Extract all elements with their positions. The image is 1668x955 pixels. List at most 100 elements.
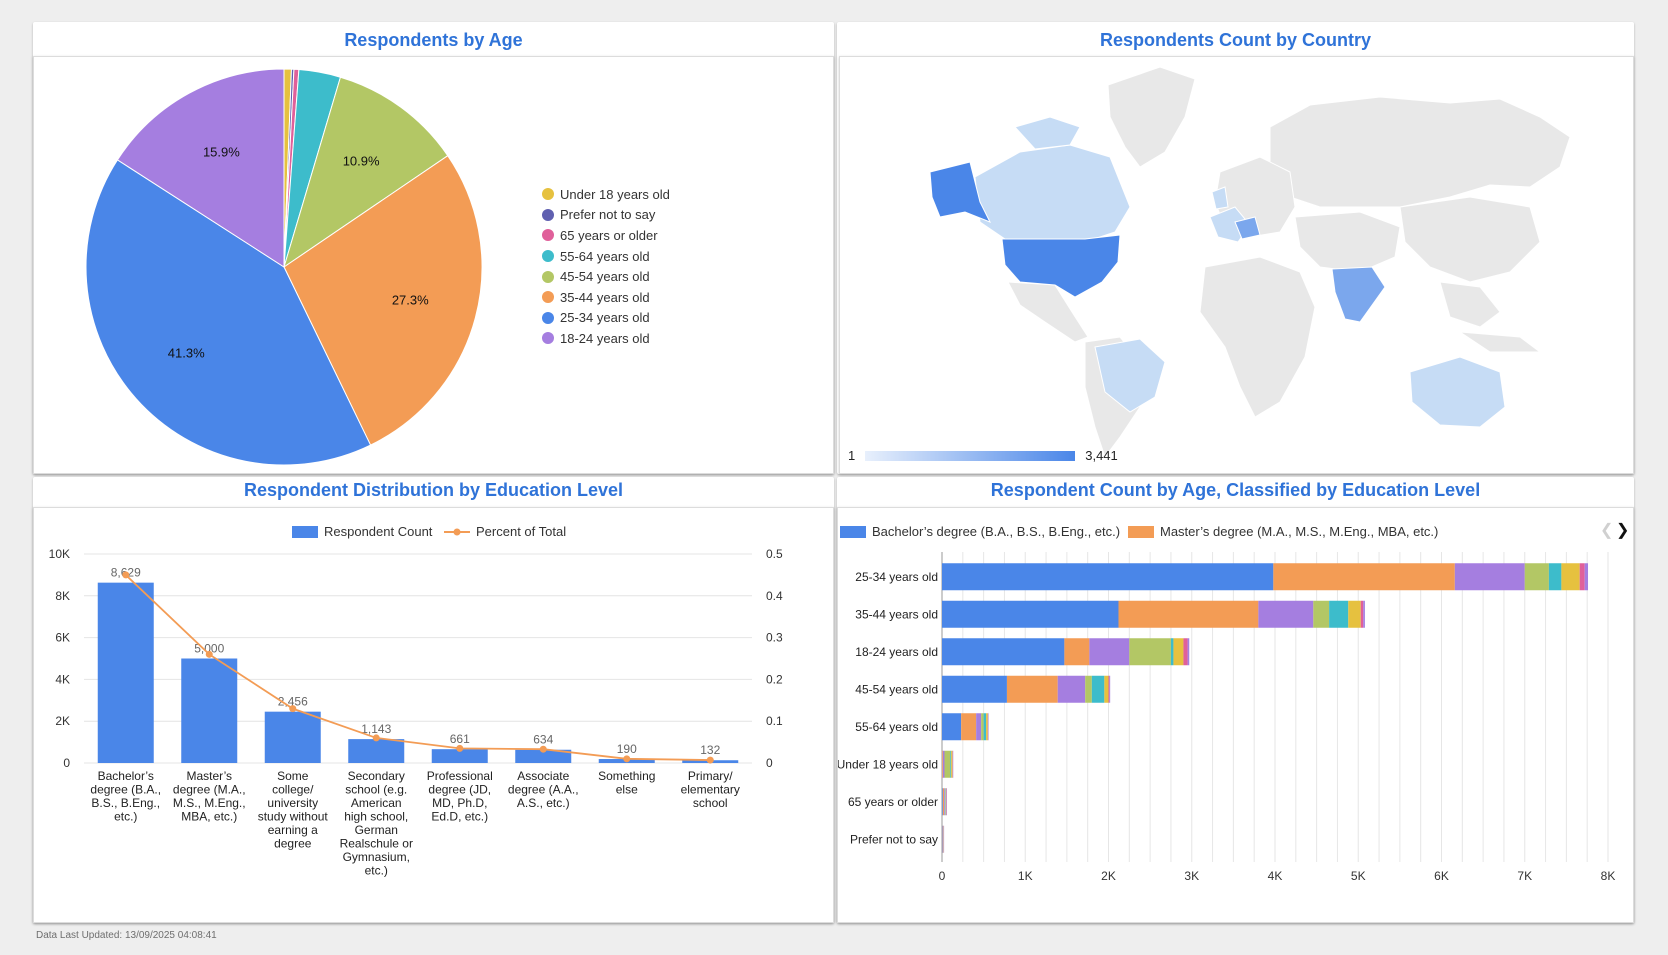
y-category-label: Under 18 years old <box>838 757 938 771</box>
x-category-line: college/ <box>272 783 314 797</box>
legend-dot-icon <box>542 250 554 263</box>
x-category-line: A.S., etc.) <box>517 796 570 810</box>
legend-line-marker <box>453 528 461 536</box>
x-category-line: Secondary <box>348 769 405 783</box>
education-combo-chart: Respondent Count Percent of Total 0 2K 4K 6K 8… <box>49 524 783 878</box>
age-edu-chart-card: Bachelor’s degree (B.A., B.S., B.Eng., e… <box>837 507 1634 923</box>
map-color-scale: 1 3,441 <box>848 448 1118 463</box>
percent-point <box>623 755 631 763</box>
legend-label: 45-54 years old <box>560 269 650 285</box>
x-category-line: degree (JD, <box>428 783 491 797</box>
x-category-line: MBA, etc.) <box>181 810 237 824</box>
y2-tick-label: 0.4 <box>766 589 783 603</box>
x-category-label: Professional degree (JD, MD, Ph.D, Ed.D, et… <box>427 769 493 824</box>
stack-legend-swatch <box>840 526 866 538</box>
bar-data-label: 1,143 <box>361 722 391 736</box>
stack-segment <box>1360 600 1364 628</box>
map-alaska <box>929 161 992 223</box>
stack-segment <box>1089 638 1130 666</box>
stack-segment <box>944 788 945 816</box>
map-india <box>1331 266 1386 323</box>
x-category-label: Some college/university study without earni… <box>258 769 329 851</box>
x-category-line: Realschule or <box>340 837 413 851</box>
x-category-line: MD, Ph.D, <box>432 796 487 810</box>
education-panel: Respondent Distribution by Education Lev… <box>33 477 834 923</box>
map-china <box>1399 196 1541 283</box>
map-africa <box>1199 256 1316 418</box>
y-category-label: 55-64 years old <box>855 720 938 734</box>
world-map <box>929 66 1571 459</box>
stack-segment <box>1561 563 1580 591</box>
stack-segment <box>942 600 1119 628</box>
percent-point <box>289 705 297 713</box>
legend-label: 35-44 years old <box>560 289 650 305</box>
legend-prev-arrow-icon[interactable]: ❮ <box>1600 522 1614 539</box>
pie-legend-item: Under 18 years old <box>542 184 670 205</box>
map-se-asia <box>1439 281 1501 328</box>
stack-segment <box>1091 675 1105 703</box>
x-category-line: university <box>267 796 318 810</box>
pie-legend-item: 18-24 years old <box>542 328 670 349</box>
stack-segment <box>1348 600 1361 628</box>
stack-segment <box>1363 600 1365 628</box>
legend-bar-swatch <box>292 526 318 538</box>
stack-segment <box>986 713 988 741</box>
legend-dot-icon <box>542 270 554 283</box>
map-germany <box>1234 216 1261 240</box>
education-bar <box>181 658 238 763</box>
stack-segment <box>950 750 952 778</box>
x-category-label: Secondary school (e.g. American high school… <box>340 769 413 878</box>
stack-segment <box>1108 675 1110 703</box>
legend-line-label: Percent of Total <box>476 524 566 539</box>
pie-legend-item: 35-44 years old <box>542 287 670 308</box>
stack-segment <box>942 563 1274 591</box>
pie-slice-25-34-years-old <box>85 159 372 466</box>
stack-segment <box>942 750 945 778</box>
x-tick-label: 7K <box>1517 869 1532 883</box>
legend-next-arrow-icon[interactable]: ❯ <box>1616 522 1630 539</box>
x-tick-label: 0 <box>939 869 946 883</box>
y2-tick-label: 0.5 <box>766 547 783 561</box>
percent-point <box>706 756 714 764</box>
stack-segment <box>1187 638 1190 666</box>
stack-segment <box>942 788 945 816</box>
stack-legend-label: Master’s degree (M.A., M.S., M.Eng., MBA… <box>1160 524 1438 539</box>
stack-segment <box>1170 638 1174 666</box>
map-canada <box>974 144 1131 243</box>
x-tick-label: 6K <box>1434 869 1449 883</box>
age-pie-card: 10.9% 27.3% 41.3% 15.9% Under 18 years old P… <box>33 56 834 474</box>
x-tick-label: 2K <box>1101 869 1116 883</box>
stack-segment <box>1313 600 1330 628</box>
age-pie-chart: 10.9% 27.3% 41.3% 15.9% <box>85 68 483 466</box>
legend-label: 65 years or older <box>560 227 658 243</box>
y2-tick-label: 0.3 <box>766 631 783 645</box>
stack-segment <box>1524 563 1549 591</box>
pie-slice-35-44-years-old <box>283 155 483 446</box>
age-edu-stacked-chart: Bachelor’s degree (B.A., B.S., B.Eng., e… <box>838 524 1615 883</box>
x-category-line: Something <box>598 769 655 783</box>
x-tick-label: 5K <box>1351 869 1366 883</box>
stack-segment <box>1109 675 1111 703</box>
y-category-label: 25-34 years old <box>855 570 938 584</box>
education-bar <box>348 739 405 763</box>
percent-point <box>456 744 464 752</box>
x-category-line: school (e.g. <box>345 783 407 797</box>
percent-point <box>122 571 130 579</box>
y2-tick-label: 0.1 <box>766 714 783 728</box>
y2-tick-label: 0 <box>766 756 773 770</box>
x-category-line: school <box>693 796 728 810</box>
pie-slice-18-24-years-old <box>116 68 285 268</box>
education-chart-card: Respondent Count Percent of Total 0 2K 4K 6K 8… <box>33 507 834 923</box>
stack-segment <box>951 750 953 778</box>
map-usa <box>1001 234 1121 298</box>
percent-point <box>539 745 547 753</box>
y-tick-label: 6K <box>55 631 70 645</box>
x-category-label: Associate degree (A.A., A.S., etc.) <box>508 769 579 810</box>
bar-data-label: 5,000 <box>194 642 224 656</box>
stack-legend-label: Bachelor’s degree (B.A., B.S., B.Eng., e… <box>872 524 1120 539</box>
x-category-line: etc.) <box>365 864 388 878</box>
x-category-line: study without <box>258 810 329 824</box>
y-tick-label: 0 <box>63 756 70 770</box>
stack-segment <box>942 638 1065 666</box>
legend-label: 25-34 years old <box>560 310 650 326</box>
